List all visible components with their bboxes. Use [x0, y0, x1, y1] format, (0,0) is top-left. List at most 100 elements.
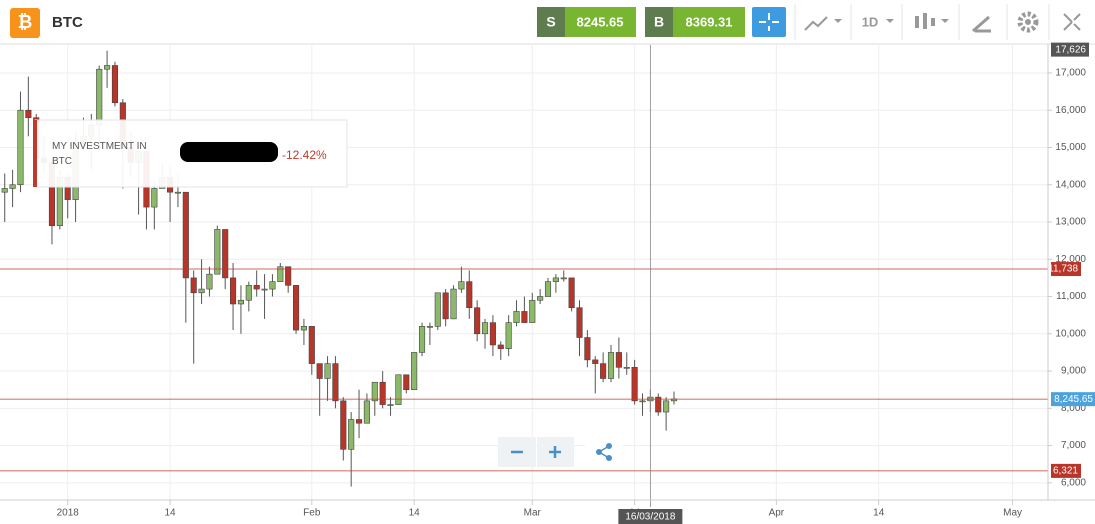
- crosshair-icon: [759, 13, 779, 31]
- candle-body: [615, 352, 622, 368]
- candle-body: [25, 109, 32, 118]
- candle-body: [481, 322, 489, 335]
- investment-change: -12.42%: [282, 148, 327, 162]
- candle-body: [521, 311, 528, 323]
- y-tick-label: 8,000: [1061, 403, 1086, 414]
- x-tick-label: Mar: [524, 508, 542, 519]
- buy-label-box[interactable]: [645, 7, 673, 37]
- candle-body: [174, 191, 182, 194]
- crosshair-label: 16/03/2018: [625, 512, 675, 523]
- settings-center: [1025, 19, 1031, 25]
- timeframe[interactable]: 1D: [862, 14, 879, 29]
- y-tick-label: 11,000: [1056, 291, 1086, 302]
- y-tick-label: 12,000: [1055, 254, 1086, 265]
- candle-body: [1, 188, 8, 193]
- price-line-label: 11,738: [1048, 264, 1078, 275]
- candle-body: [355, 419, 363, 424]
- draw-icon[interactable]: [972, 15, 991, 33]
- buy-price-box[interactable]: [673, 7, 745, 37]
- x-tick-label: Apr: [769, 508, 785, 519]
- sell-label-box[interactable]: [537, 7, 565, 37]
- candle-body: [277, 266, 284, 282]
- candle-body: [474, 307, 481, 335]
- plus-icon: [549, 446, 561, 458]
- candle-body: [379, 381, 386, 405]
- candle-body: [387, 404, 394, 406]
- candle-body: [214, 229, 221, 275]
- candle-body: [324, 363, 331, 379]
- candle-body: [245, 285, 252, 301]
- candle-body: [466, 281, 473, 309]
- candle-body: [489, 322, 496, 346]
- current-price-tag: [1051, 392, 1095, 407]
- fullscreen-icon[interactable]: [1063, 13, 1081, 31]
- candle-body: [332, 363, 339, 402]
- candle-body: [537, 296, 544, 301]
- candle-body: [111, 65, 119, 104]
- crosshair-button[interactable]: [752, 7, 786, 37]
- candle-body: [418, 326, 426, 353]
- candle-icon[interactable]: [915, 13, 935, 29]
- candle-body: [371, 381, 378, 402]
- sell-label[interactable]: S: [546, 14, 555, 30]
- sell-price[interactable]: 8245.65: [577, 14, 624, 29]
- candle-body: [592, 359, 599, 364]
- y-tick-label: 15,000: [1055, 142, 1086, 153]
- dropdown-arrow: [834, 19, 842, 23]
- candle-body: [269, 281, 276, 290]
- y-tick-label: 9,000: [1061, 366, 1086, 377]
- candle-body: [222, 229, 229, 279]
- settings-icon[interactable]: [1017, 11, 1039, 33]
- candle-body: [17, 109, 24, 186]
- candle-body: [513, 311, 520, 323]
- candle-body: [206, 273, 213, 290]
- price-line-tag: [1051, 262, 1081, 277]
- candle-body: [584, 337, 591, 361]
- y-tick-label: 6,000: [1061, 477, 1086, 488]
- share-button[interactable]: [585, 437, 623, 467]
- x-tick-label: 14: [409, 508, 421, 519]
- candle-body: [655, 396, 662, 413]
- redacted-amount: [180, 142, 278, 162]
- y-tick-label: 16,000: [1055, 105, 1086, 116]
- buy-price[interactable]: 8369.31: [686, 14, 733, 29]
- candle-body: [623, 367, 630, 369]
- coin-icon: [10, 8, 40, 38]
- candle-body: [544, 281, 552, 297]
- candle-body: [426, 326, 433, 328]
- candle-body: [348, 419, 355, 450]
- chart-type-icon[interactable]: [804, 16, 828, 31]
- candle-body: [190, 277, 197, 294]
- candle-body: [363, 400, 370, 424]
- symbol: BTC: [52, 14, 83, 31]
- candle-body: [552, 277, 559, 282]
- candle-body: [261, 288, 268, 291]
- investment-accent: [33, 120, 37, 187]
- candle-body: [292, 285, 300, 331]
- sell-price-box[interactable]: [565, 7, 636, 37]
- share-dot: [596, 449, 602, 455]
- candle-body: [663, 400, 670, 413]
- y-tick-label: 13,000: [1055, 217, 1086, 228]
- candle-body: [300, 326, 307, 331]
- candle-body: [96, 68, 103, 126]
- candle-body: [316, 363, 323, 379]
- price-line-label: 6,321: [1053, 466, 1078, 477]
- x-tick-label: Feb: [303, 508, 321, 519]
- investment-label: MY INVESTMENT IN BTC: [52, 141, 147, 167]
- candle-body: [182, 191, 189, 279]
- candle-body: [395, 374, 402, 405]
- candle-body: [505, 322, 512, 349]
- candle-body: [442, 292, 449, 320]
- y-tick-label: 7,000: [1061, 440, 1086, 451]
- candle-body: [340, 400, 347, 450]
- candle-body: [576, 307, 583, 338]
- candle-body: [237, 299, 244, 305]
- candle-body: [403, 374, 410, 390]
- buy-label[interactable]: B: [654, 14, 664, 30]
- candle-body: [9, 184, 16, 189]
- high-marker-tag: [1051, 42, 1089, 57]
- candle-body: [198, 288, 205, 294]
